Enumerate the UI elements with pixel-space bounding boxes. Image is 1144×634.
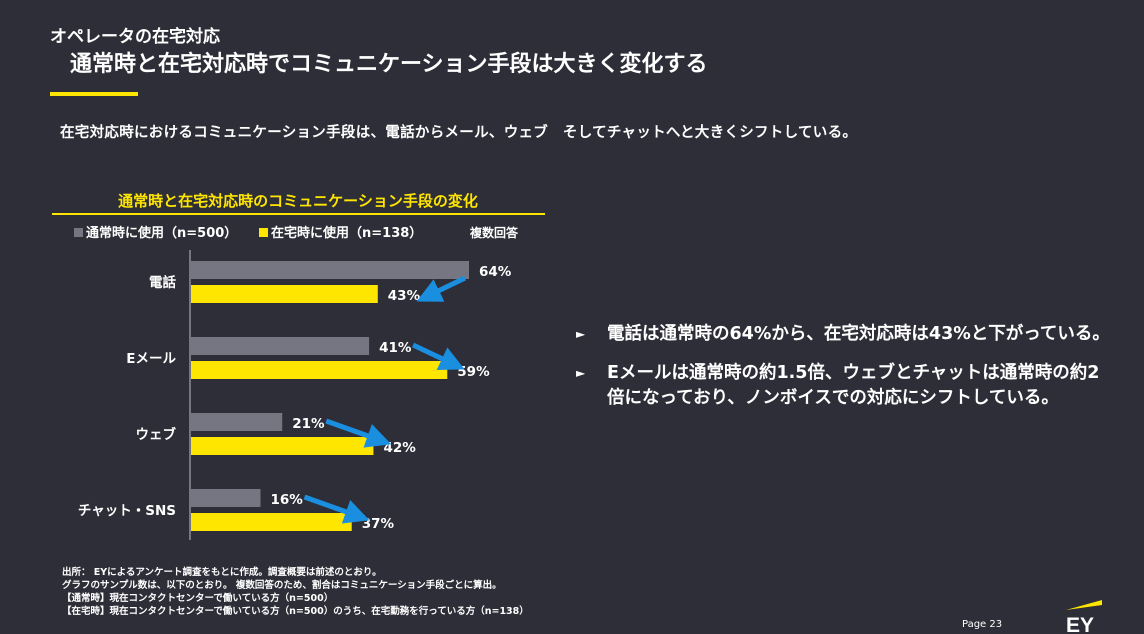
category-label: 電話 <box>149 274 176 291</box>
finding-text: Eメールは通常時の約1.5倍、ウェブとチャットは通常時の約2倍になっており、ノン… <box>607 363 1100 408</box>
category-label: チャット・SNS <box>78 503 176 519</box>
key-findings: ► 電話は通常時の64%から、在宅対応時は43%と下がっている。 ► Eメールは… <box>576 322 1116 425</box>
source-notes: 出所： EYによるアンケート調査をもとに作成。調査概要は前述のとおり。 グラフの… <box>62 566 529 618</box>
bar-home <box>191 513 352 531</box>
note-line: グラフのサンプル数は、以下のとおり。 複数回答のため、割合はコミュニケーション手… <box>62 580 502 591</box>
bar-home <box>191 361 448 379</box>
finding-item: ► Eメールは通常時の約1.5倍、ウェブとチャットは通常時の約2倍になっており、… <box>576 361 1116 411</box>
note-line: 【在宅時】現在コンタクトセンターで働いている方（n=500）のうち、在宅勤務を行… <box>62 606 529 617</box>
bar-home <box>191 285 378 303</box>
page-title: 通常時と在宅対応時でコミュニケーション手段は大きく変化する <box>70 52 708 77</box>
chart-legend: 通常時に使用（n=500） 在宅時に使用（n=138） 複数回答 <box>74 225 519 241</box>
legend-swatch-home <box>259 228 268 237</box>
finding-text: 電話は通常時の64%から、在宅対応時は43%と下がっている。 <box>607 324 1110 344</box>
data-label: 37% <box>362 516 395 532</box>
data-label: 43% <box>388 288 421 304</box>
chart-note: 複数回答 <box>469 225 519 240</box>
data-label: 21% <box>292 416 325 432</box>
chart-title-underline <box>52 213 545 215</box>
logo-beam <box>1066 600 1102 610</box>
bar-home <box>191 437 374 455</box>
note-line: 【通常時】現在コンタクトセンターで働いている方（n=500） <box>62 593 334 604</box>
lead-text: 在宅対応時におけるコミュニケーション手段は、電話からメール、ウェブ そしてチャッ… <box>60 125 858 141</box>
data-label: 42% <box>383 440 416 456</box>
bullet-arrow-icon: ► <box>576 366 586 380</box>
legend-swatch-normal <box>74 228 83 237</box>
data-label: 64% <box>479 264 512 280</box>
shift-arrow <box>416 275 467 302</box>
title-underline <box>50 92 138 96</box>
bar-chart: 通常時に使用（n=500） 在宅時に使用（n=138） 複数回答 電話 64% 43… <box>74 225 519 540</box>
legend-label-home: 在宅時に使用（n=138） <box>271 225 422 241</box>
category-label: ウェブ <box>136 426 177 443</box>
legend-label-normal: 通常時に使用（n=500） <box>86 225 237 241</box>
data-label: 16% <box>271 492 304 508</box>
shift-arrow <box>325 418 392 448</box>
chart-title: 通常時と在宅対応時のコミュニケーション手段の変化 <box>118 192 478 210</box>
finding-item: ► 電話は通常時の64%から、在宅対応時は43%と下がっている。 <box>576 322 1116 347</box>
bullet-arrow-icon: ► <box>576 327 586 341</box>
page-number: Page 23 <box>962 619 1003 630</box>
ey-logo: EY <box>1066 600 1102 634</box>
shift-arrow <box>303 494 370 524</box>
data-label: 41% <box>379 340 412 356</box>
data-label: 59% <box>457 364 490 380</box>
bar-normal <box>191 261 469 279</box>
shift-arrow <box>412 342 465 370</box>
bar-normal <box>191 489 261 507</box>
category-label: Eメール <box>126 351 176 367</box>
note-line: 出所： EYによるアンケート調査をもとに作成。調査概要は前述のとおり。 <box>62 567 382 578</box>
bar-normal <box>191 337 370 355</box>
logo-wordmark: EY <box>1066 614 1094 634</box>
section-kicker: オペレータの在宅対応 <box>50 27 220 47</box>
bar-normal <box>191 413 283 431</box>
